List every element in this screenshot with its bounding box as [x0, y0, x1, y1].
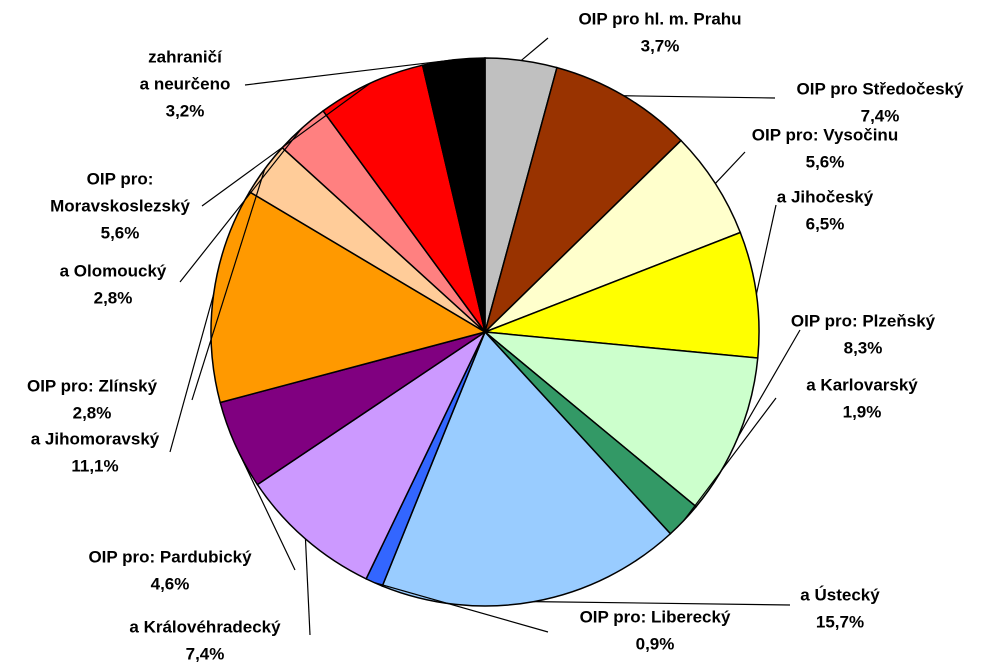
value-label: 11,1% — [71, 456, 118, 475]
slice-label: a neurčeno — [140, 74, 231, 93]
value-label: 6,5% — [806, 214, 845, 233]
slice-label: OIP pro: Plzeňský — [791, 311, 936, 330]
slice-label: OIP pro: — [87, 169, 154, 188]
value-label: 3,7% — [641, 36, 680, 55]
leader-line — [623, 95, 776, 99]
slice-label: a Královéhradecký — [129, 617, 281, 636]
leader-line — [191, 168, 266, 401]
slice-label: OIP pro hl. m. Prahu — [578, 9, 741, 28]
leader-line — [714, 151, 746, 184]
slice-label: a Karlovarský — [806, 375, 918, 394]
slice-label: a Olomoucký — [60, 261, 167, 280]
value-label: 7,4% — [861, 106, 900, 125]
value-label: 1,9% — [843, 402, 882, 421]
slice-label: OIP pro: Vysočinu — [752, 125, 898, 144]
value-label: 3,2% — [166, 101, 205, 120]
slice-label: a Ústecký — [800, 585, 880, 604]
leader-line — [304, 538, 311, 636]
pie-slice — [381, 330, 672, 607]
slice-label: zahraničí — [148, 47, 223, 66]
slice-label: a Jihočeský — [777, 187, 874, 206]
value-label: 15,7% — [816, 612, 864, 631]
slice-label: OIP pro Středočeský — [797, 79, 964, 98]
leader-line — [683, 397, 777, 521]
leader-line — [234, 444, 296, 571]
value-label: 5,6% — [806, 152, 845, 171]
pie-slice — [484, 231, 760, 359]
leader-line — [755, 204, 777, 295]
value-label: 2,8% — [94, 288, 133, 307]
value-label: 8,3% — [844, 338, 883, 357]
value-label: 7,4% — [186, 644, 225, 662]
pie-slice — [256, 329, 487, 580]
pie-slice — [483, 66, 683, 335]
slice-label: a Jihomoravský — [31, 429, 160, 448]
leader-line — [201, 82, 371, 207]
pie-slice — [210, 190, 487, 404]
leader-line — [373, 582, 549, 633]
slice-label: OIP pro: Zlínský — [27, 376, 158, 395]
value-label: 2,8% — [73, 403, 112, 422]
slice-label: OIP pro: Pardubický — [88, 547, 252, 566]
leader-line — [169, 294, 215, 453]
slice-label: OIP pro: Liberecký — [580, 607, 731, 626]
leader-line — [533, 600, 791, 606]
slice-label: Moravskoslezský — [50, 196, 190, 215]
leader-line — [737, 329, 801, 438]
value-label: 5,6% — [101, 223, 140, 242]
leader-line — [244, 59, 454, 86]
leader-line — [179, 127, 303, 283]
value-label: 4,6% — [151, 574, 190, 593]
leader-line — [520, 37, 549, 61]
value-label: 0,9% — [636, 634, 675, 653]
